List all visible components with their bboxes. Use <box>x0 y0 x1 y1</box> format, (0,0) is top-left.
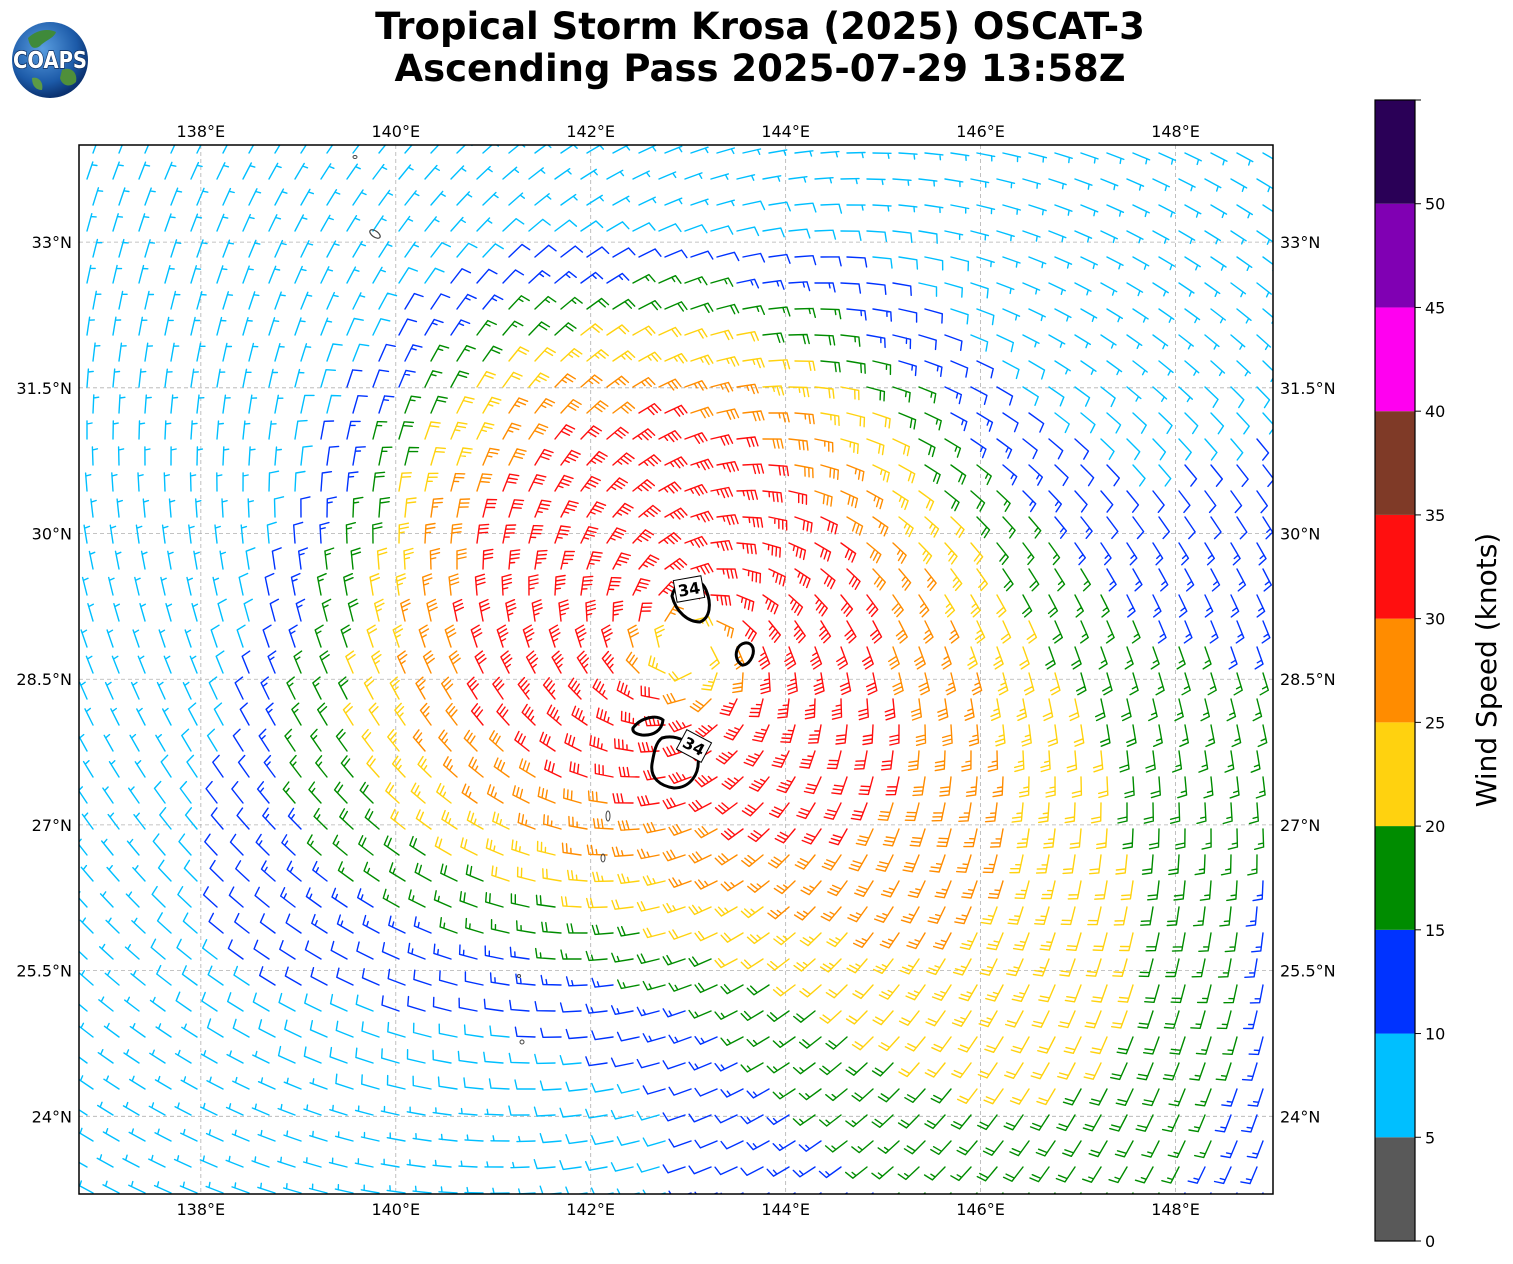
x-tick-label-top: 148°E <box>1151 122 1200 141</box>
colorbar-tick-label: 5 <box>1425 1128 1435 1147</box>
chart-title: Tropical Storm Krosa (2025) OSCAT-3 Asce… <box>230 6 1290 90</box>
y-tick-label-right: 25.5°N <box>1280 962 1336 981</box>
island-shape <box>605 810 611 822</box>
x-tick-label-top: 144°E <box>761 122 810 141</box>
colorbar-segment <box>1375 411 1415 515</box>
colorbar-segment <box>1375 722 1415 827</box>
x-tick-label-bottom: 148°E <box>1151 1200 1200 1219</box>
colorbar-segment <box>1375 826 1415 930</box>
colorbar-tick-label: 50 <box>1425 195 1445 214</box>
x-tick-label-top: 140°E <box>371 122 420 141</box>
island-shape <box>519 1039 525 1045</box>
x-tick-label-bottom: 144°E <box>761 1200 810 1219</box>
title-line-2: Ascending Pass 2025-07-29 13:58Z <box>394 47 1126 90</box>
y-tick-label-right: 28.5°N <box>1280 670 1336 689</box>
wind-barb-group <box>342 323 1134 1106</box>
y-tick-label-right: 30°N <box>1280 525 1320 544</box>
y-tick-label-right: 27°N <box>1280 816 1320 835</box>
colorbar-segment <box>1375 1137 1415 1241</box>
colorbar-tick-label: 10 <box>1425 1025 1445 1044</box>
map-frame <box>78 144 1274 1195</box>
x-tick-label-bottom: 146°E <box>956 1200 1005 1219</box>
land-shape <box>60 68 77 86</box>
wind-barbs <box>79 145 1273 1194</box>
wind-barb-group <box>282 273 1269 1194</box>
contour-34kt <box>631 715 665 737</box>
y-tick-label-right: 24°N <box>1280 1107 1320 1126</box>
colorbar: 0 5 10 15 20 25 30 35 40 45 50 <box>1374 99 1445 1251</box>
colorbar-segment <box>1375 203 1415 308</box>
coaps-logo: COAPS <box>12 22 88 98</box>
y-tick-label-left: 24°N <box>32 1107 72 1126</box>
axis-labels: 138°E 138°E 140°E 140°E 142°E 142°E 144°E 144°E… <box>16 122 1335 1219</box>
y-tick-label-right: 33°N <box>1280 233 1320 252</box>
colorbar-label: Wind Speed (knots) <box>1470 533 1503 807</box>
colorbar-tick-label: 0 <box>1425 1232 1435 1251</box>
colorbar-segment <box>1375 1033 1415 1138</box>
contour-label-box: 34 <box>672 575 706 603</box>
x-tick-label-bottom: 142°E <box>566 1200 615 1219</box>
colorbar-frame <box>1374 99 1416 1242</box>
y-tick-label-left: 25.5°N <box>16 962 72 981</box>
gridlines <box>79 145 1273 1194</box>
islands <box>352 155 611 1045</box>
island-shape <box>352 155 358 159</box>
y-tick-label-left: 27°N <box>32 816 72 835</box>
x-tick-label-bottom: 140°E <box>371 1200 420 1219</box>
colorbar-tick-label: 25 <box>1425 713 1445 732</box>
contour-34kt <box>734 641 755 667</box>
map-frame-background <box>79 145 1273 1194</box>
logo-text: COAPS <box>13 48 87 74</box>
colorbar-tick-label: 15 <box>1425 921 1445 940</box>
colorbar-tick-label: 30 <box>1425 610 1445 629</box>
wind-barb-group <box>397 373 1004 950</box>
colorbar-tick-label: 20 <box>1425 817 1445 836</box>
title-line-1: Tropical Storm Krosa (2025) OSCAT-3 <box>375 5 1145 48</box>
y-tick-label-right: 31.5°N <box>1280 379 1336 398</box>
y-tick-label-left: 28.5°N <box>16 670 72 689</box>
colorbar-segment <box>1375 929 1415 1034</box>
land-shape <box>32 77 43 90</box>
colorbar-segment <box>1375 618 1415 723</box>
x-tick-label-top: 138°E <box>177 122 226 141</box>
y-tick-label-left: 31.5°N <box>16 379 72 398</box>
colorbar-segment <box>1375 307 1415 412</box>
island-shape <box>600 853 606 863</box>
contour-label: 34 <box>676 578 701 601</box>
wind-34kt-contours: 34 34 <box>631 575 755 790</box>
colorbar-tick-label: 45 <box>1425 298 1445 317</box>
island-shape <box>369 229 381 239</box>
land-shape <box>28 30 56 48</box>
colorbar-tick-label: 40 <box>1425 402 1445 421</box>
wind-barb-group <box>202 243 1273 1194</box>
x-tick-label-top: 146°E <box>956 122 1005 141</box>
y-tick-label-left: 33°N <box>32 233 72 252</box>
y-tick-label-left: 30°N <box>32 525 72 544</box>
wind-barb-group <box>79 145 1273 1194</box>
x-tick-label-top: 142°E <box>566 122 615 141</box>
colorbar-segment <box>1375 514 1415 619</box>
colorbar-tick-label: 35 <box>1425 506 1445 525</box>
colorbar-segment <box>1375 100 1415 204</box>
island-shape <box>517 974 521 978</box>
x-tick-label-bottom: 138°E <box>177 1200 226 1219</box>
